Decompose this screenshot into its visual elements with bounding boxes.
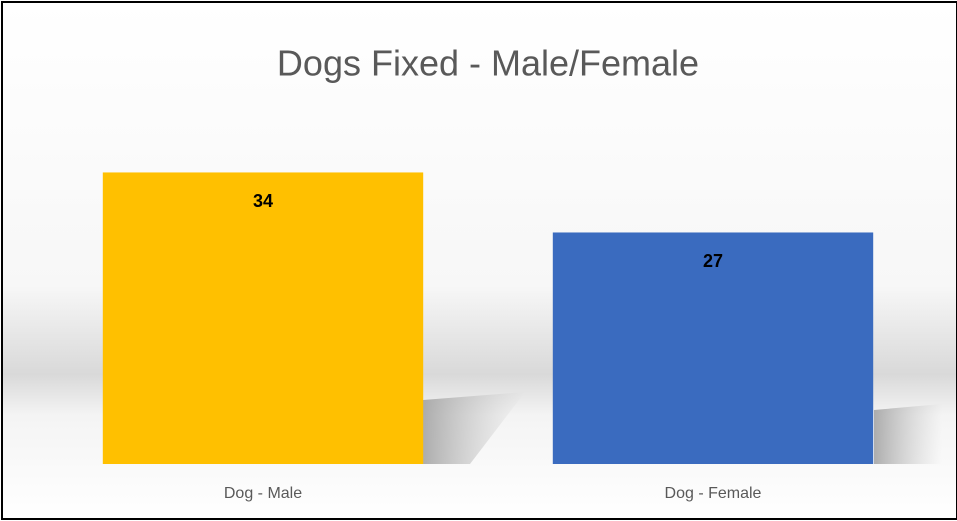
bar-shadow [874, 404, 942, 464]
x-tick-label: Dog - Male [224, 485, 302, 502]
x-tick-label: Dog - Female [665, 485, 762, 502]
value-label: 34 [253, 191, 273, 211]
bar [552, 232, 874, 464]
chart-title: Dogs Fixed - Male/Female [277, 43, 699, 84]
value-label: 27 [703, 251, 723, 271]
bar [102, 172, 424, 464]
bar-shadow [423, 392, 525, 464]
